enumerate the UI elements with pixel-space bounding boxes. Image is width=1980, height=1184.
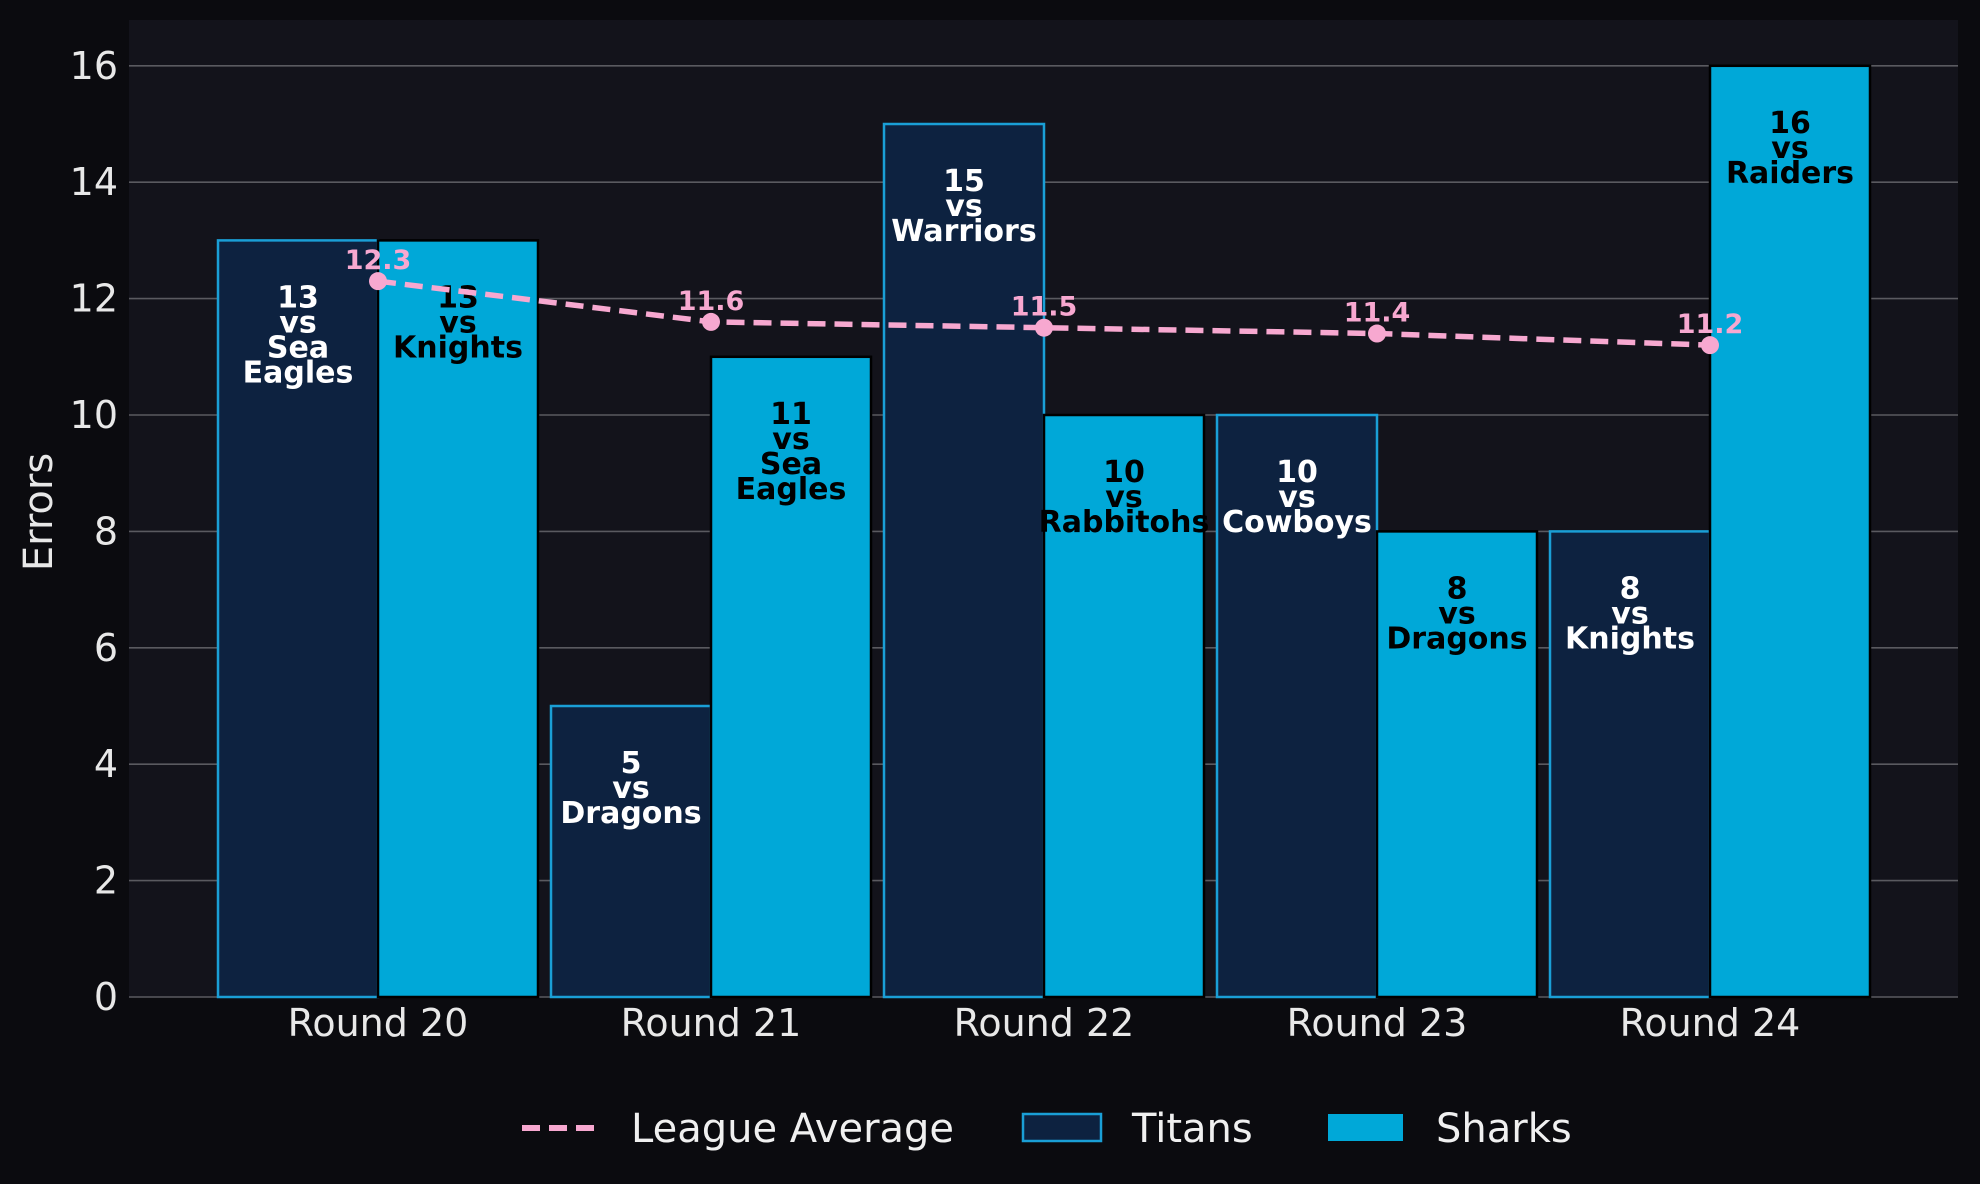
bar-sharks xyxy=(1375,530,1539,999)
average-value-label: 11.2 xyxy=(1677,309,1744,340)
bar-label-titans: 15 vs Warriors xyxy=(891,164,1036,249)
y-tick-label: 14 xyxy=(70,160,118,204)
legend-swatch-titans xyxy=(1021,1112,1103,1143)
bar-titans xyxy=(549,704,713,999)
y-tick-label: 10 xyxy=(70,393,118,437)
legend-label-average: League Average xyxy=(631,1106,954,1152)
bar-label-sharks: 8 vs Dragons xyxy=(1386,571,1527,656)
average-value-label: 11.4 xyxy=(1344,298,1411,329)
x-axis-ticks: Round 20 Round 21 Round 22 Round 23 Round 24 xyxy=(288,1001,1801,1045)
x-tick-label: Round 24 xyxy=(1620,1001,1801,1045)
y-tick-label: 6 xyxy=(94,626,118,670)
league-average-line: 12.3 11.6 11.5 11.4 11.2 xyxy=(345,245,1744,355)
bar-label-titans: 10 vs Cowboys xyxy=(1222,455,1372,540)
bar-sharks xyxy=(1708,64,1872,999)
average-point xyxy=(702,312,720,331)
average-point xyxy=(369,272,387,291)
y-tick-label: 16 xyxy=(70,44,118,88)
bar-titans xyxy=(1548,530,1712,999)
bar-titans xyxy=(216,239,380,999)
y-tick-label: 2 xyxy=(94,859,118,903)
legend-label-titans: Titans xyxy=(1131,1106,1253,1152)
average-point xyxy=(1368,324,1386,343)
x-tick-label: Round 23 xyxy=(1287,1001,1468,1045)
bars: 13 vs Sea Eagles 13 vs Knights 5 vs Dragons 11 vs Se… xyxy=(216,64,1872,999)
bar-label-titans: 5 vs Dragons xyxy=(560,746,701,831)
x-tick-label: Round 22 xyxy=(954,1001,1135,1045)
average-value-label: 11.5 xyxy=(1011,292,1078,323)
y-axis-ticks: 0 2 4 6 8 10 12 14 16 xyxy=(70,44,118,1019)
bar-sharks xyxy=(709,355,873,999)
y-tick-label: 0 xyxy=(94,975,118,1019)
bar-label-titans: 8 vs Knights xyxy=(1565,571,1695,656)
y-axis-label: Errors xyxy=(16,453,62,571)
average-value-label: 12.3 xyxy=(345,245,412,276)
bar-sharks xyxy=(376,239,540,999)
y-tick-label: 8 xyxy=(94,509,118,553)
bar-label-sharks: 16 vs Raiders xyxy=(1726,106,1854,191)
average-point xyxy=(1701,336,1719,355)
bar-titans xyxy=(1215,413,1379,999)
y-tick-label: 12 xyxy=(70,277,118,321)
bar-label-sharks: 11 vs Sea Eagles xyxy=(736,397,847,507)
bar-label-sharks: 10 vs Rabbitohs xyxy=(1039,455,1210,540)
bar-titans xyxy=(882,122,1046,999)
legend-swatch-sharks xyxy=(1328,1114,1403,1141)
bar-sharks xyxy=(1042,413,1206,999)
x-tick-label: Round 20 xyxy=(288,1001,469,1045)
average-point xyxy=(1035,318,1053,337)
average-line xyxy=(377,278,1711,348)
legend-label-sharks: Sharks xyxy=(1436,1106,1572,1152)
bar-label-titans: 13 vs Sea Eagles xyxy=(243,280,354,390)
bar-label-sharks: 13 vs Knights xyxy=(393,280,523,365)
average-value-label: 11.6 xyxy=(678,286,745,317)
legend: League Average Titans Sharks xyxy=(522,1106,1572,1152)
y-tick-label: 4 xyxy=(94,742,118,786)
x-tick-label: Round 21 xyxy=(621,1001,802,1045)
